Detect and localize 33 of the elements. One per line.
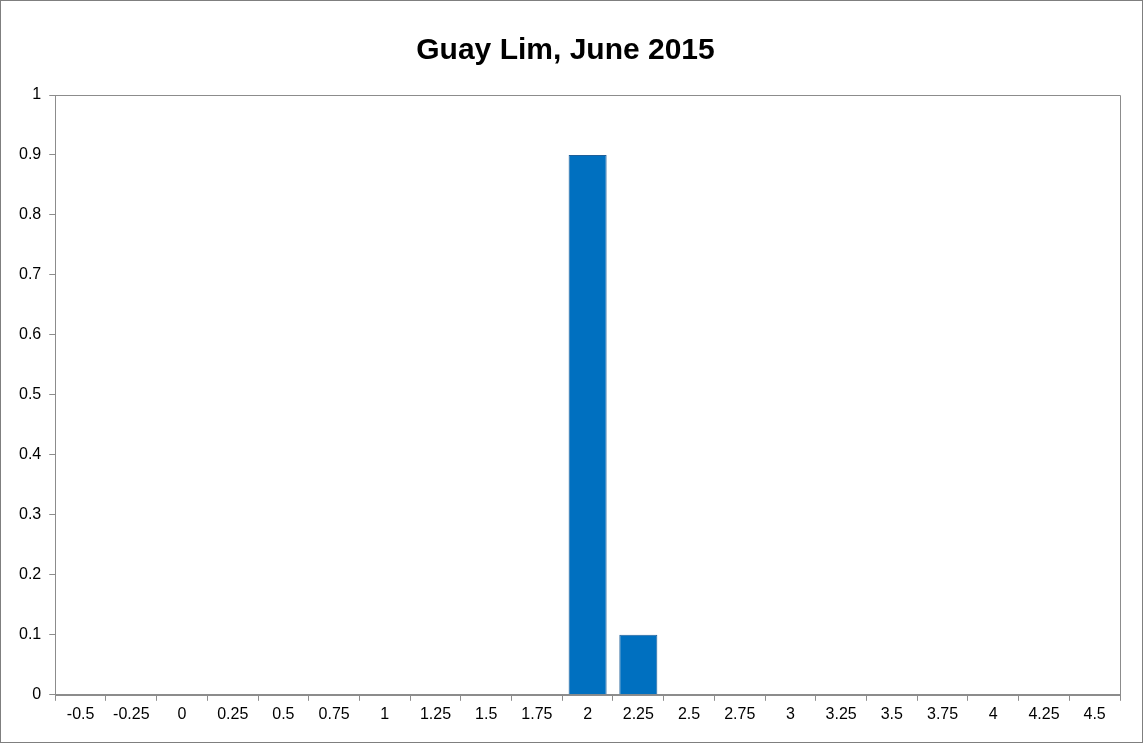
- y-tick-label: 0.5: [18, 385, 42, 403]
- x-tick-label: 4.25: [1028, 704, 1060, 722]
- x-tick-label: 3.25: [825, 704, 857, 722]
- x-tick-label: 0.75: [318, 704, 350, 722]
- x-tick-label: 4: [988, 704, 998, 722]
- x-tick-label: 1.5: [475, 704, 498, 722]
- x-tick-label: 3: [785, 704, 795, 722]
- y-tick-label: 0.2: [18, 565, 42, 583]
- y-tick-label: 0.8: [18, 205, 42, 223]
- y-tick-label: 0.6: [18, 325, 42, 343]
- y-tick-label: 1: [32, 85, 42, 103]
- x-tick-label: 3.75: [926, 704, 959, 722]
- x-tick-label: 1.75: [521, 704, 553, 722]
- x-tick-label: 1.25: [419, 704, 452, 722]
- x-tick-label: 4.5: [1083, 704, 1106, 722]
- x-tick-label: 2: [583, 704, 593, 722]
- y-tick-label: 0: [32, 685, 42, 703]
- y-tick-label: 0.1: [18, 625, 42, 643]
- x-tick-label: 0.25: [217, 704, 249, 722]
- x-tick-label: 0.5: [272, 704, 295, 722]
- y-tick-label: 0.9: [18, 145, 42, 163]
- x-tick-label: 0: [177, 704, 187, 722]
- x-tick-label: 2.75: [724, 704, 756, 722]
- y-tick-label: 0.4: [18, 445, 42, 463]
- y-tick-label: 0.3: [18, 505, 42, 523]
- chart-title: Guay Lim, June 2015: [416, 32, 715, 66]
- x-tick-label: -0.5: [66, 704, 95, 722]
- x-tick-label: -0.25: [113, 704, 150, 722]
- x-tick-label: 1: [380, 704, 390, 722]
- y-tick-label: 0.7: [18, 265, 42, 283]
- x-tick-label: 2.25: [622, 704, 654, 722]
- x-tick-label: 2.5: [677, 704, 701, 722]
- x-tick-label: 3.5: [880, 704, 904, 722]
